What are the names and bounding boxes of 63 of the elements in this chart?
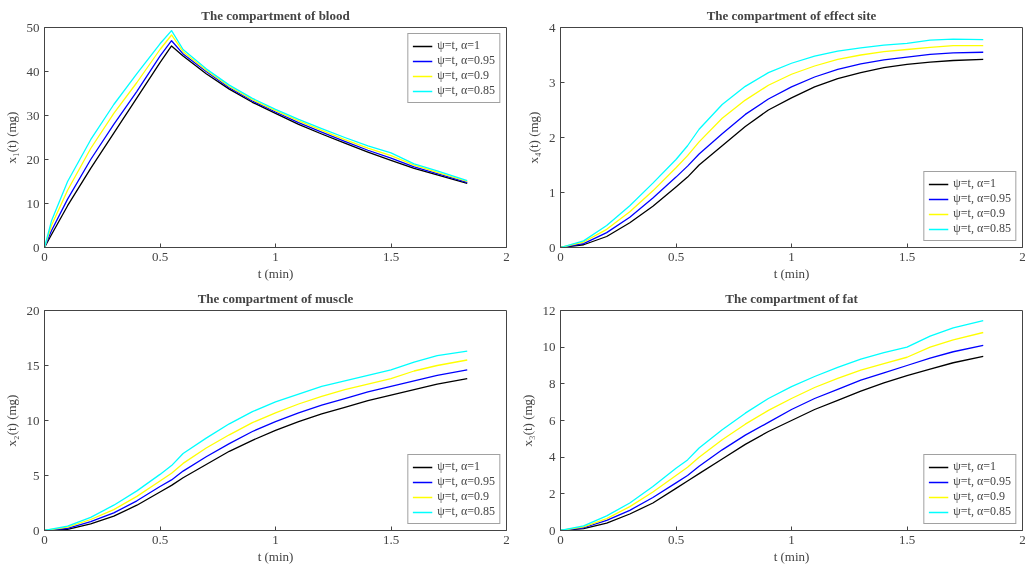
chart-title: The compartment of effect site [706, 7, 877, 23]
y-tick-label: 1 [549, 184, 556, 200]
legend-label: ψ=t, α=0.85 [953, 221, 1011, 236]
x-tick-label: 2 [1019, 248, 1026, 264]
y-tick-label: 10 [26, 195, 40, 211]
y-tick-label: 2 [549, 485, 556, 501]
legend-label: ψ=t, α=0.95 [437, 53, 495, 68]
y-tick-label: 20 [26, 151, 40, 167]
legend-label: ψ=t, α=0.95 [437, 474, 495, 489]
y-tick-label: 8 [549, 375, 556, 391]
x-tick-label: 1 [788, 531, 795, 547]
y-tick-label: 4 [549, 449, 556, 465]
y-tick-label: 50 [26, 19, 40, 35]
legend-label: ψ=t, α=0.9 [953, 206, 1005, 221]
legend-label: ψ=t, α=0.9 [437, 489, 489, 504]
y-tick-label: 6 [549, 412, 556, 428]
legend-label: ψ=t, α=1 [953, 459, 996, 474]
y-tick-label: 3 [549, 74, 556, 90]
x-tick-label: 2 [503, 248, 510, 264]
x-tick-label: 0.5 [667, 248, 685, 264]
legend-label: ψ=t, α=0.9 [953, 489, 1005, 504]
legend-label: ψ=t, α=1 [953, 176, 996, 191]
x-tick-label: 0.5 [151, 531, 169, 547]
y-tick-label: 4 [549, 19, 556, 35]
legend-label: ψ=t, α=1 [437, 38, 480, 53]
y-tick-label: 40 [26, 63, 40, 79]
y-tick-label: 10 [542, 339, 556, 355]
y-tick-label: 5 [33, 467, 40, 483]
x-tick-label: 2 [503, 531, 510, 547]
x-tick-label: 1.5 [898, 531, 916, 547]
y-axis-title: x₃(t) (mg) [519, 394, 535, 447]
legend-label: ψ=t, α=0.9 [437, 68, 489, 83]
x-tick-label: 1.5 [898, 248, 916, 264]
chart-title: The compartment of fat [725, 290, 859, 306]
legend-label: ψ=t, α=1 [437, 459, 480, 474]
chart-title: The compartment of blood [201, 7, 351, 23]
x-tick-label: 1 [272, 531, 279, 547]
legend-label: ψ=t, α=0.85 [437, 504, 495, 519]
y-axis-title: x₄(t) (mg) [526, 111, 541, 164]
y-tick-label: 20 [26, 302, 40, 318]
y-axis-title: x₂(t) (mg) [3, 394, 19, 447]
y-tick-label: 10 [26, 412, 40, 428]
legend-label: ψ=t, α=0.95 [953, 191, 1011, 206]
x-tick-label: 1 [788, 248, 795, 264]
x-axis-title: t (min) [773, 265, 810, 281]
x-axis-title: t (min) [257, 265, 294, 281]
x-tick-label: 0.5 [667, 531, 685, 547]
y-tick-label: 12 [542, 302, 556, 318]
x-tick-label: 0.5 [151, 248, 169, 264]
legend-label: ψ=t, α=0.85 [437, 83, 495, 98]
legend-label: ψ=t, α=0.95 [953, 474, 1011, 489]
x-tick-label: 1.5 [382, 248, 400, 264]
chart-title: The compartment of muscle [197, 290, 354, 306]
x-tick-label: 1.5 [382, 531, 400, 547]
x-axis-title: t (min) [257, 548, 294, 564]
y-tick-label: 30 [26, 107, 40, 123]
x-tick-label: 2 [1019, 531, 1026, 547]
y-tick-label: 15 [26, 357, 40, 373]
y-axis-title: x₁(t) (mg) [3, 111, 19, 164]
x-axis-title: t (min) [773, 548, 810, 564]
x-tick-label: 1 [272, 248, 279, 264]
legend-label: ψ=t, α=0.85 [953, 504, 1011, 519]
y-tick-label: 2 [549, 129, 556, 145]
